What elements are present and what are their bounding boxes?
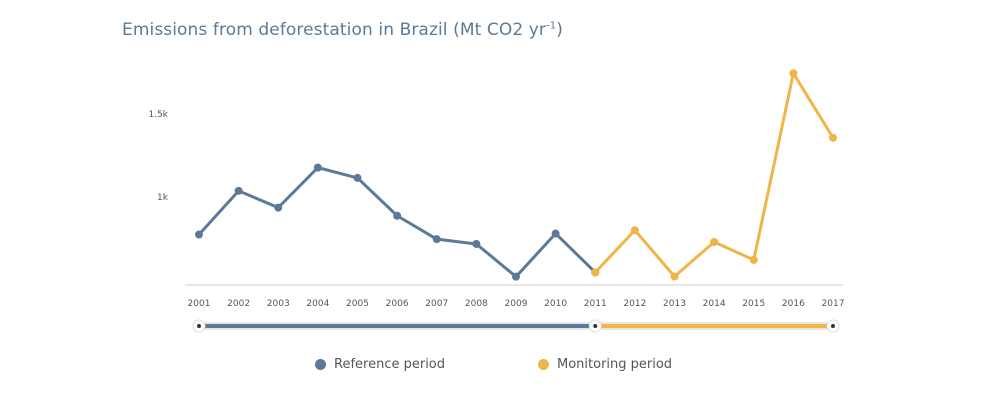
x-tick-label: 2003 (267, 299, 290, 309)
data-point (274, 203, 283, 212)
x-tick-label: 2006 (386, 299, 409, 309)
x-tick-label: 2014 (703, 299, 726, 309)
series-line (197, 166, 597, 279)
chart-title-superscript: -1 (546, 20, 557, 32)
data-point (710, 237, 719, 246)
data-point (591, 268, 600, 277)
data-point (234, 186, 243, 195)
data-point (393, 211, 402, 220)
data-point (551, 229, 560, 238)
x-tick-label: 2012 (623, 299, 646, 309)
data-point (630, 226, 639, 235)
x-tick-label: 2016 (782, 299, 805, 309)
y-tick-label: 1k (157, 193, 169, 203)
series-line (594, 71, 835, 279)
data-point (313, 163, 322, 172)
x-tick-label: 2004 (306, 299, 329, 309)
y-tick-label: 1.5k (148, 110, 168, 120)
legend: Reference period Monitoring period (0, 357, 984, 377)
x-tick-label: 2002 (227, 299, 250, 309)
legend-item-reference[interactable]: Reference period (315, 357, 445, 372)
data-point (749, 255, 758, 264)
data-point (353, 173, 362, 182)
legend-label-reference: Reference period (334, 357, 446, 372)
data-point (829, 133, 837, 142)
slider-handle-dot (593, 324, 598, 328)
slider-handle-dot (197, 324, 201, 328)
x-tick-label: 2007 (425, 299, 448, 309)
data-point (432, 235, 441, 244)
x-tick-label: 2008 (465, 299, 488, 309)
x-tick-label: 2001 (188, 299, 211, 309)
slider-handle-dot (831, 324, 835, 328)
monitoring-dot-icon (538, 359, 549, 370)
chart-title-text: Emissions from deforestation in Brazil (… (122, 20, 547, 40)
reference-dot-icon (315, 359, 326, 370)
x-tick-label: 2015 (742, 299, 765, 309)
data-point (789, 69, 798, 78)
x-tick-label: 2017 (822, 299, 845, 309)
data-point (472, 239, 481, 248)
x-tick-label: 2009 (505, 299, 528, 309)
chart-title: Emissions from deforestation in Brazil (… (122, 20, 563, 40)
x-tick-label: 2013 (663, 299, 686, 309)
chart-title-close: ) (556, 20, 563, 40)
data-point (512, 272, 520, 281)
legend-label-monitoring: Monitoring period (557, 357, 673, 372)
data-point (195, 230, 203, 239)
x-tick-label: 2005 (346, 299, 369, 309)
x-tick-label: 2011 (584, 299, 607, 309)
legend-item-monitoring[interactable]: Monitoring period (538, 357, 672, 372)
data-point (670, 272, 679, 281)
x-tick-label: 2010 (544, 299, 567, 309)
